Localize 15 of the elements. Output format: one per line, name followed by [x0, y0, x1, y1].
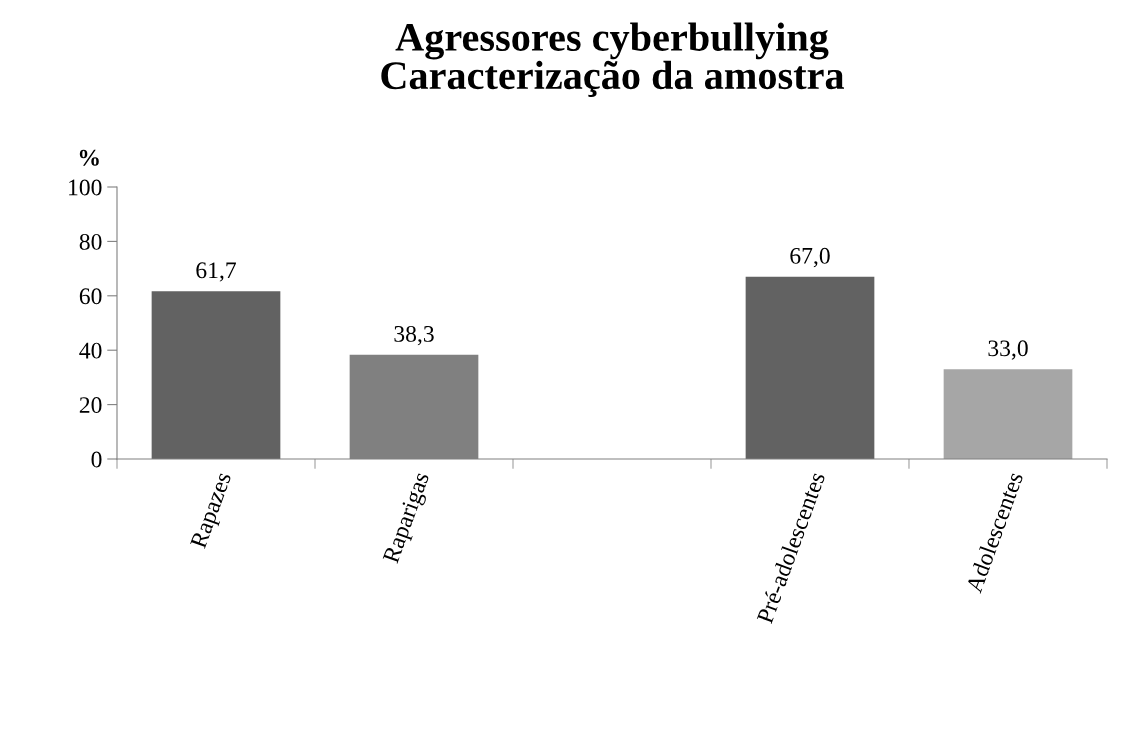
y-tick-label: 100 [69, 179, 102, 196]
chart-title: Agressores cyberbullying Caracterização da amostra [381, 22, 845, 98]
y-tick-label: 40 [79, 342, 102, 359]
y-tick-label: 80 [79, 233, 102, 250]
y-tick-label: 60 [79, 288, 102, 305]
data-label: 67,0 [790, 247, 830, 268]
data-label: 38,3 [394, 325, 434, 346]
bar [943, 369, 1073, 459]
data-label: 61,7 [196, 262, 236, 282]
y-tick-label: 0 [91, 451, 102, 468]
y-axis-title: % [79, 149, 99, 166]
bar [151, 291, 281, 459]
data-label: 33,0 [988, 340, 1028, 360]
bar [745, 276, 875, 459]
y-tick-label: 20 [79, 397, 102, 414]
